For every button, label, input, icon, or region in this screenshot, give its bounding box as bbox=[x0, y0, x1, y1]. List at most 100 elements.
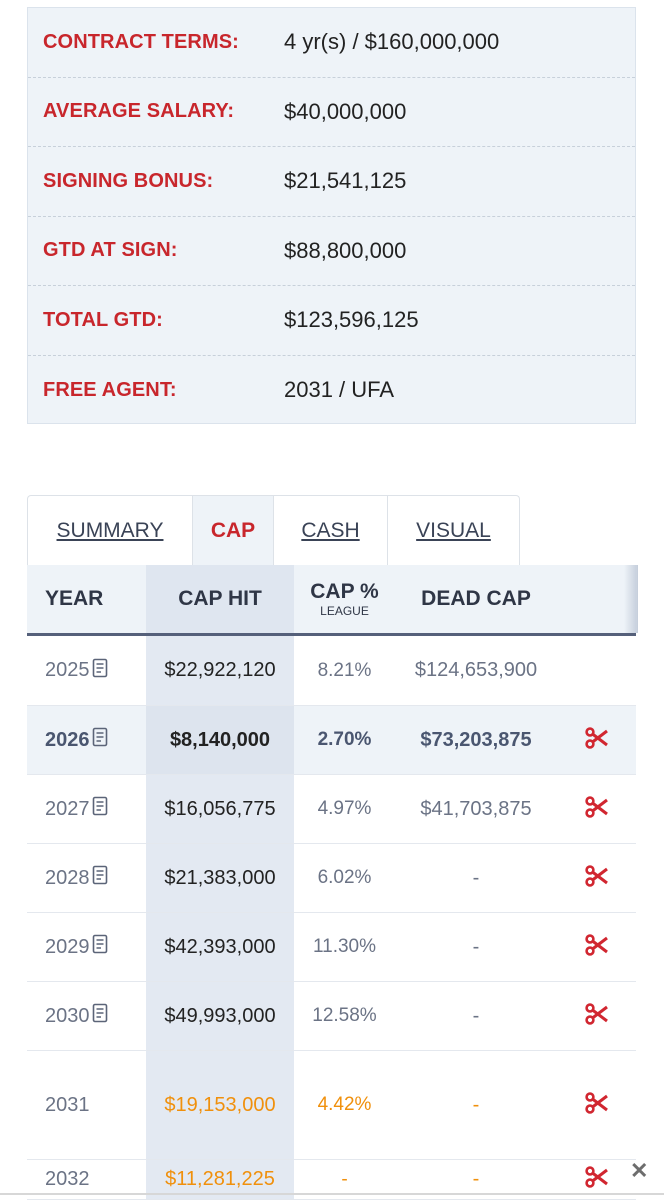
cell-cut bbox=[557, 1091, 636, 1119]
year-value: 2031 bbox=[45, 1093, 90, 1116]
cell-cut bbox=[557, 1166, 636, 1193]
table-row[interactable]: 2029 $42,393,000 11.30% - bbox=[27, 913, 636, 982]
scissors-icon[interactable] bbox=[584, 795, 609, 823]
cell-cap-hit: $8,140,000 bbox=[146, 706, 294, 774]
year-value: 2032 bbox=[45, 1168, 90, 1190]
term-value: 4 yr(s) / $160,000,000 bbox=[284, 29, 500, 55]
scissors-icon[interactable] bbox=[584, 864, 609, 892]
contract-tabs: SUMMARY CAP CASH VISUAL bbox=[27, 495, 520, 565]
close-icon[interactable]: ✕ bbox=[630, 1158, 649, 1183]
cell-cap-pct: 2.70% bbox=[317, 729, 372, 750]
document-icon[interactable] bbox=[92, 796, 108, 822]
table-header: YEAR CAP HIT CAP % LEAGUE DEAD CAP bbox=[27, 565, 638, 636]
table-row[interactable]: 2031 $19,153,000 4.42% - bbox=[27, 1051, 636, 1160]
cell-year: 2028 bbox=[27, 865, 146, 891]
cell-cap-hit: $11,281,225 bbox=[146, 1160, 294, 1199]
cell-cap-pct: 12.58% bbox=[312, 1005, 377, 1026]
cell-cut bbox=[557, 795, 636, 823]
cell-cut bbox=[557, 726, 636, 754]
column-header-year[interactable]: YEAR bbox=[45, 587, 104, 610]
term-label: FREE AGENT: bbox=[43, 378, 177, 401]
term-row-gtd-at-sign: GTD AT SIGN: $88,800,000 bbox=[28, 217, 635, 286]
cell-dead-cap: - bbox=[472, 1093, 480, 1116]
cell-dead-cap: - bbox=[472, 866, 480, 889]
cell-cap-pct: - bbox=[341, 1168, 348, 1190]
term-value: $88,800,000 bbox=[284, 237, 407, 263]
table-row[interactable]: 2026 $8,140,000 2.70% $73,203,875 bbox=[27, 706, 636, 775]
cell-cap-pct: 4.97% bbox=[317, 798, 372, 819]
column-header-dead-cap[interactable]: DEAD CAP bbox=[421, 587, 531, 610]
term-row-signing-bonus: SIGNING BONUS: $21,541,125 bbox=[28, 147, 635, 217]
cell-cut bbox=[557, 864, 636, 892]
scissors-icon[interactable] bbox=[584, 1166, 609, 1193]
table-row[interactable]: 2030 $49,993,000 12.58% - bbox=[27, 982, 636, 1051]
divider bbox=[0, 1193, 664, 1195]
document-icon[interactable] bbox=[92, 934, 108, 960]
cell-year: 2032 bbox=[27, 1168, 146, 1191]
cell-dead-cap: $73,203,875 bbox=[420, 728, 532, 751]
table-body: 2025 $22,922,120 8.21% $124,653,900 2026 $8,1… bbox=[27, 636, 636, 1200]
cell-cap-pct: 4.42% bbox=[317, 1094, 372, 1115]
cell-cap-pct: 6.02% bbox=[317, 867, 372, 888]
year-value: 2029 bbox=[45, 935, 90, 958]
table-row[interactable]: 2032 $11,281,225 - - bbox=[27, 1160, 636, 1200]
year-value: 2026 bbox=[45, 728, 90, 751]
column-header-cap-hit[interactable]: CAP HIT bbox=[146, 565, 294, 633]
document-icon[interactable] bbox=[92, 1003, 108, 1029]
cell-cap-hit: $42,393,000 bbox=[146, 913, 294, 981]
year-value: 2030 bbox=[45, 1004, 90, 1027]
cap-table: YEAR CAP HIT CAP % LEAGUE DEAD CAP 2025 $… bbox=[27, 565, 638, 1200]
cell-cut bbox=[557, 933, 636, 961]
cell-dead-cap: - bbox=[472, 935, 480, 958]
scissors-icon[interactable] bbox=[584, 1002, 609, 1030]
scissors-icon[interactable] bbox=[584, 726, 609, 754]
term-value: $21,541,125 bbox=[284, 168, 407, 194]
cell-dead-cap: $41,703,875 bbox=[420, 797, 532, 820]
cell-year: 2026 bbox=[27, 727, 146, 753]
column-header-cap-pct[interactable]: CAP % LEAGUE bbox=[294, 581, 395, 617]
cell-year: 2031 bbox=[27, 1094, 146, 1117]
term-label: CONTRACT TERMS: bbox=[43, 30, 239, 53]
tab-cash[interactable]: CASH bbox=[274, 496, 388, 565]
cell-dead-cap: - bbox=[472, 1168, 480, 1190]
table-row[interactable]: 2027 $16,056,775 4.97% $41,703,875 bbox=[27, 775, 636, 844]
term-value: $40,000,000 bbox=[284, 98, 407, 124]
year-value: 2027 bbox=[45, 797, 90, 820]
term-row-average-salary: AVERAGE SALARY: $40,000,000 bbox=[28, 78, 635, 147]
term-row-total-gtd: TOTAL GTD: $123,596,125 bbox=[28, 286, 635, 356]
term-label: TOTAL GTD: bbox=[43, 308, 163, 331]
cell-cap-hit: $16,056,775 bbox=[146, 775, 294, 843]
cell-year: 2030 bbox=[27, 1003, 146, 1029]
column-subheader-league: LEAGUE bbox=[320, 604, 369, 618]
term-label: AVERAGE SALARY: bbox=[43, 100, 235, 123]
cell-dead-cap: - bbox=[472, 1004, 480, 1027]
term-row-contract: CONTRACT TERMS: 4 yr(s) / $160,000,000 bbox=[28, 8, 635, 78]
tab-visual[interactable]: VISUAL bbox=[416, 518, 491, 542]
cell-year: 2029 bbox=[27, 934, 146, 960]
cell-cap-hit: $21,383,000 bbox=[146, 844, 294, 912]
cell-year: 2025 bbox=[27, 658, 146, 684]
scissors-icon[interactable] bbox=[584, 1091, 609, 1119]
cell-cap-hit: $22,922,120 bbox=[146, 636, 294, 705]
table-row[interactable]: 2028 $21,383,000 6.02% - bbox=[27, 844, 636, 913]
tab-summary[interactable]: SUMMARY bbox=[28, 496, 193, 565]
tab-cap[interactable]: CAP bbox=[193, 496, 274, 565]
term-row-free-agent: FREE AGENT: 2031 / UFA bbox=[28, 356, 635, 426]
document-icon[interactable] bbox=[92, 658, 108, 684]
cell-cap-hit: $49,993,000 bbox=[146, 982, 294, 1050]
document-icon[interactable] bbox=[92, 727, 108, 753]
term-label: GTD AT SIGN: bbox=[43, 239, 178, 262]
cell-cap-pct: 11.30% bbox=[312, 936, 377, 957]
term-label: SIGNING BONUS: bbox=[43, 169, 214, 192]
year-value: 2025 bbox=[45, 659, 90, 681]
year-value: 2028 bbox=[45, 866, 90, 889]
contract-terms-panel: CONTRACT TERMS: 4 yr(s) / $160,000,000 A… bbox=[27, 7, 636, 424]
cell-cut bbox=[557, 1002, 636, 1030]
cell-cap-pct: 8.21% bbox=[317, 659, 372, 681]
term-value: $123,596,125 bbox=[284, 307, 419, 333]
document-icon[interactable] bbox=[92, 865, 108, 891]
term-value: 2031 / UFA bbox=[284, 377, 395, 403]
cell-year: 2027 bbox=[27, 796, 146, 822]
table-row[interactable]: 2025 $22,922,120 8.21% $124,653,900 bbox=[27, 636, 636, 706]
scissors-icon[interactable] bbox=[584, 933, 609, 961]
